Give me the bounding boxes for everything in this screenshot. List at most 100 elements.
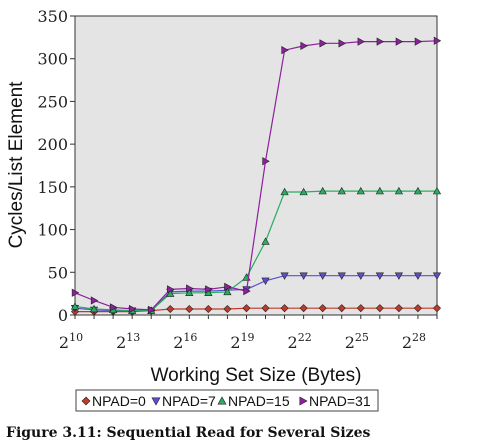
data-point bbox=[338, 39, 346, 48]
x-axis: 210 213 216 219 222 225 228 bbox=[59, 315, 438, 352]
x-tick-label: 222 bbox=[288, 331, 312, 352]
data-point bbox=[356, 186, 365, 195]
legend-label: NPAD=7 bbox=[162, 393, 216, 409]
legend-label: NPAD=15 bbox=[228, 393, 290, 409]
x-tick-exponent: 16 bbox=[183, 331, 197, 344]
data-point bbox=[280, 304, 289, 313]
y-tick-label: 150 bbox=[37, 178, 68, 197]
y-tick-label: 0 bbox=[58, 306, 68, 325]
y-tick-label: 350 bbox=[37, 7, 68, 26]
x-tick-label: 225 bbox=[345, 331, 369, 352]
data-point bbox=[281, 46, 289, 55]
data-point bbox=[166, 289, 175, 297]
legend-marker bbox=[151, 397, 161, 406]
data-point bbox=[223, 304, 232, 314]
data-point bbox=[318, 186, 327, 195]
data-point bbox=[356, 304, 365, 313]
data-point bbox=[185, 288, 194, 296]
data-point bbox=[337, 186, 346, 195]
series-line-npad-15 bbox=[74, 190, 437, 312]
data-point bbox=[71, 288, 80, 297]
data-point bbox=[375, 272, 384, 280]
x-tick-exponent: 10 bbox=[69, 331, 83, 344]
legend-marker bbox=[81, 396, 91, 406]
data-point bbox=[205, 285, 213, 294]
data-point bbox=[433, 36, 442, 45]
y-tick-label: 300 bbox=[37, 50, 68, 69]
data-point bbox=[109, 303, 118, 312]
data-point bbox=[128, 304, 137, 314]
data-point bbox=[337, 272, 346, 280]
x-tick-base: 2 bbox=[230, 333, 240, 352]
x-tick-label: 216 bbox=[173, 331, 197, 352]
legend-label: NPAD=0 bbox=[92, 393, 146, 409]
y-tick-label: 100 bbox=[37, 221, 68, 240]
x-tick-label: 210 bbox=[59, 331, 83, 352]
data-point bbox=[394, 272, 404, 280]
x-tick-label: 219 bbox=[230, 331, 254, 352]
data-point bbox=[318, 272, 327, 280]
data-point bbox=[337, 304, 346, 313]
data-point bbox=[224, 282, 232, 291]
data-point bbox=[243, 286, 251, 296]
data-point bbox=[413, 186, 423, 195]
data-point bbox=[166, 304, 175, 314]
data-point bbox=[414, 37, 423, 46]
data-point bbox=[261, 237, 270, 245]
y-tick-label: 250 bbox=[37, 92, 68, 111]
series-layer bbox=[70, 36, 442, 316]
data-point bbox=[261, 277, 270, 286]
x-tick-exponent: 13 bbox=[126, 331, 140, 344]
data-point bbox=[90, 296, 99, 305]
data-point bbox=[299, 187, 308, 196]
series-npad-31 bbox=[71, 36, 442, 314]
figure-caption: Figure 3.11: Sequential Read for Several… bbox=[6, 425, 371, 441]
data-point bbox=[356, 272, 365, 280]
data-point bbox=[413, 272, 423, 280]
data-point bbox=[299, 304, 308, 313]
data-point bbox=[375, 304, 384, 313]
x-tick-base: 2 bbox=[116, 333, 126, 352]
data-point bbox=[299, 272, 308, 280]
y-tick-label: 200 bbox=[37, 135, 68, 154]
legend: NPAD=0 NPAD=7 NPAD=15 NPAD=31 bbox=[75, 389, 379, 412]
x-tick-exponent: 28 bbox=[412, 331, 426, 344]
data-point bbox=[70, 302, 80, 310]
y-tick-label: 50 bbox=[48, 263, 68, 282]
x-tick-base: 2 bbox=[402, 333, 412, 352]
legend-label: NPAD=31 bbox=[309, 393, 371, 409]
x-tick-exponent: 22 bbox=[298, 331, 312, 344]
data-point bbox=[242, 304, 251, 313]
data-point bbox=[148, 305, 156, 314]
x-tick-base: 2 bbox=[59, 333, 69, 352]
data-point bbox=[89, 304, 99, 313]
data-point bbox=[223, 287, 232, 296]
legend-marker bbox=[299, 396, 308, 406]
data-point bbox=[375, 186, 384, 195]
x-tick-label: 213 bbox=[116, 331, 140, 352]
y-axis: 0 50 100 150 200 250 300 350 bbox=[37, 7, 75, 325]
data-point bbox=[204, 304, 213, 314]
data-point bbox=[318, 304, 327, 313]
y-axis-label: Cycles/List Element bbox=[6, 81, 27, 249]
data-point bbox=[261, 304, 270, 313]
data-point bbox=[432, 186, 442, 195]
data-point bbox=[394, 304, 403, 313]
x-tick-base: 2 bbox=[288, 333, 298, 352]
data-point bbox=[413, 304, 422, 313]
data-point bbox=[357, 37, 366, 46]
x-tick-exponent: 19 bbox=[241, 331, 255, 344]
x-tick-base: 2 bbox=[345, 333, 355, 352]
data-point bbox=[395, 37, 404, 46]
data-point bbox=[262, 157, 270, 166]
data-point bbox=[376, 37, 385, 46]
data-point bbox=[432, 304, 442, 313]
plot-area bbox=[74, 15, 438, 316]
data-point bbox=[280, 272, 289, 280]
x-tick-label: 228 bbox=[402, 331, 426, 352]
data-point bbox=[185, 304, 194, 314]
x-axis-label: Working Set Size (Bytes) bbox=[151, 365, 362, 386]
x-tick-exponent: 25 bbox=[355, 331, 369, 344]
series-npad-15 bbox=[70, 186, 442, 314]
